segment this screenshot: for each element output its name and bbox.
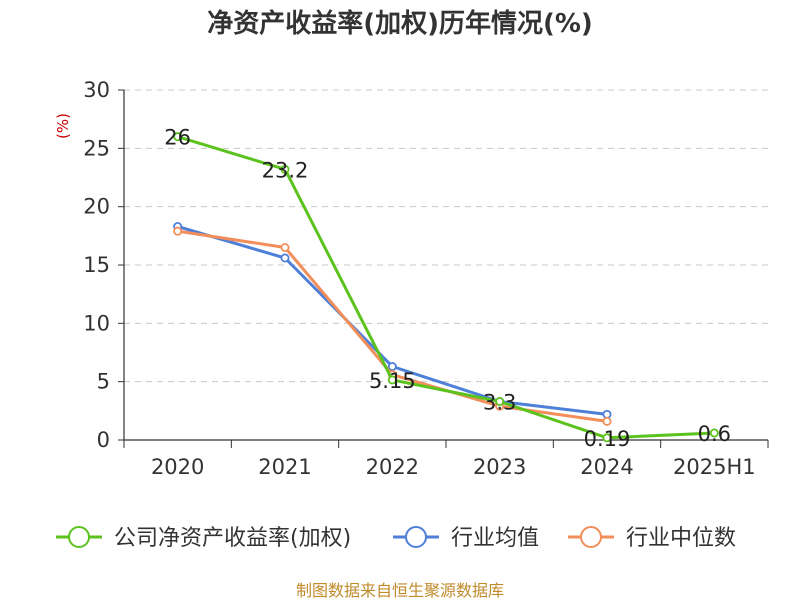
- data-label: 0.6: [698, 422, 731, 446]
- data-label: 5.15: [369, 369, 416, 393]
- legend-marker: [405, 526, 427, 548]
- series-line: [177, 135, 715, 440]
- y-tick-label: 25: [83, 136, 110, 160]
- data-point[interactable]: [602, 416, 612, 426]
- y-tick-label: 5: [97, 370, 110, 394]
- legend-label: 行业中位数: [626, 526, 736, 551]
- data-point[interactable]: [280, 242, 290, 252]
- data-point[interactable]: [173, 132, 183, 142]
- y-tick-label: 20: [83, 195, 110, 219]
- data-label: 23.2: [262, 158, 309, 182]
- y-tick-label: 15: [83, 253, 110, 277]
- data-point[interactable]: [602, 433, 612, 443]
- y-tick-label: 10: [83, 311, 110, 335]
- data-point[interactable]: [280, 164, 290, 174]
- grid-lines: [124, 89, 768, 383]
- x-tick-label: 2024: [580, 455, 633, 479]
- series-lines: [173, 132, 719, 443]
- legend-marker: [68, 526, 90, 548]
- legend-marker: [580, 526, 602, 548]
- data-point[interactable]: [387, 361, 397, 371]
- data-point[interactable]: [495, 396, 505, 406]
- legend-label: 行业均值: [451, 526, 539, 551]
- source-note: 制图数据来自恒生聚源数据库: [296, 581, 504, 600]
- y-tick-label: 30: [83, 78, 110, 102]
- y-tick-label: 0: [97, 428, 110, 452]
- legend-item[interactable]: 行业中位数: [568, 526, 736, 551]
- axes: 0 5 10 15 20 25 30 2020 2021 2022 2023 2024 2025H1: [83, 78, 769, 479]
- data-point[interactable]: [387, 375, 397, 385]
- data-point[interactable]: [173, 226, 183, 236]
- y-axis-unit: (%): [54, 113, 72, 139]
- data-labels: 26 23.2 5.15 3.3 0.19 0.6: [164, 126, 731, 451]
- data-point[interactable]: [280, 253, 290, 263]
- x-tick-label: 2022: [366, 455, 419, 479]
- data-label: 26: [164, 126, 191, 150]
- data-point[interactable]: [709, 428, 719, 438]
- chart-title: 净资产收益率(加权)历年情况(%): [207, 8, 593, 39]
- x-tick-label: 2020: [151, 455, 204, 479]
- data-label: 0.19: [584, 427, 631, 451]
- x-tick-label: 2021: [258, 455, 311, 479]
- legend-label: 公司净资产收益率(加权): [114, 526, 351, 551]
- legend-item[interactable]: 公司净资产收益率(加权): [56, 526, 351, 551]
- data-label: 3.3: [483, 391, 516, 415]
- x-tick-label: 2025H1: [673, 455, 756, 479]
- legend-item[interactable]: 行业均值: [393, 526, 539, 551]
- legend[interactable]: 公司净资产收益率(加权) 行业均值 行业中位数: [56, 526, 736, 551]
- x-tick-label: 2023: [473, 455, 526, 479]
